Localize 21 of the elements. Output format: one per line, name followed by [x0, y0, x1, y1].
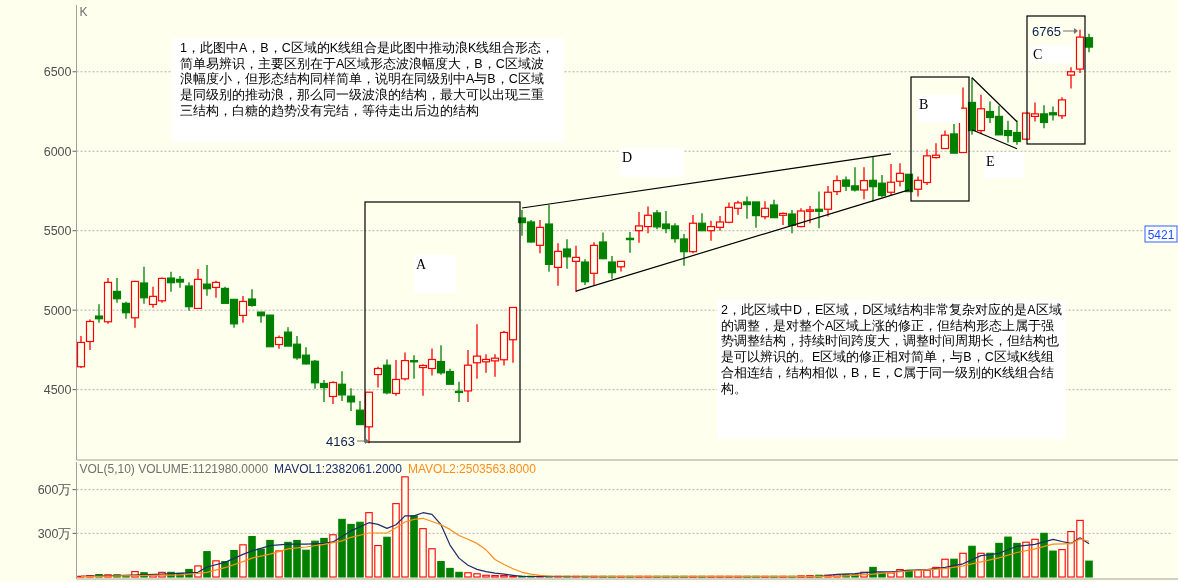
text: 5421 — [1147, 227, 1175, 242]
chart-title: K — [79, 5, 88, 19]
annotation: B — [919, 97, 929, 112]
y-tick-label: 600万 — [37, 483, 72, 498]
annotation: C — [1033, 47, 1043, 62]
text: MAVOL1:2382061.2000 — [274, 462, 403, 476]
annotation: 4163 — [326, 434, 355, 449]
annotation: E — [986, 154, 995, 169]
text: MAVOL2:2503563.8000 — [407, 462, 537, 476]
annotation: 1，此图中A，B，C区域的K线组合是此图中推动浪K线组合形态，简单易辨识，主要区别在于A区域形态波浪幅度大，B，C区域波浪幅度小，但形态结构同样简单，说明在同级别中A与B，C区域是同级别的推动浪，那么同一级波浪的结构，最大可以出现三重三结构，白糖的趋势没有完结，等待走出后边的结构 — [180, 40, 555, 118]
chart-title: VOL(5,10) VOLUME:1121980.0000 — [79, 462, 269, 476]
y-tick-label: 300万 — [37, 526, 72, 541]
annotation: D — [622, 150, 633, 165]
annotation: 2，此区域中D，E区域，D区域结构非常复杂对应的是A区域的调整，是对整个A区域上涨的修正，但结构形态上属于强势调整结构，持续时间跨度大，调整时间周期长，但结构也是可以辨识的。E区域的修正相对简单，与B，C区域K线组合相连结，结构相似，B，E，C属于同一级别的K线组合结构。 — [720, 302, 1062, 396]
annotation: A — [416, 257, 427, 272]
y-tick-label: 4500 — [43, 383, 72, 398]
y-tick-label: 5000 — [43, 303, 72, 318]
y-tick-label: 6000 — [43, 144, 72, 159]
annotation: 6765 — [1032, 24, 1061, 39]
y-tick-label: 5500 — [43, 224, 72, 239]
y-tick-label: 6500 — [43, 65, 72, 80]
